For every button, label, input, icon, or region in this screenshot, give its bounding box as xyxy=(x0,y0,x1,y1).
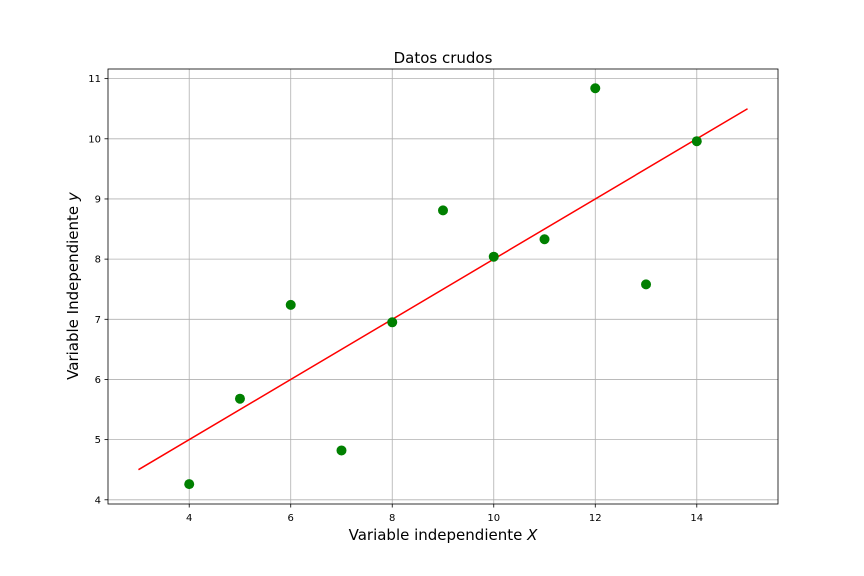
scatter-point xyxy=(387,317,398,328)
scatter-point xyxy=(285,299,296,310)
scatter-point xyxy=(641,279,652,290)
x-tick-label: 8 xyxy=(389,513,395,524)
y-tick-label: 8 xyxy=(95,255,101,266)
scatter-point xyxy=(590,83,601,94)
scatter-point xyxy=(539,234,550,245)
y-tick-label: 7 xyxy=(95,315,101,326)
scatter-point xyxy=(438,205,448,216)
x-tick-label: 12 xyxy=(589,513,602,524)
chart-title: Datos crudos xyxy=(394,49,493,67)
x-tick-label: 4 xyxy=(186,513,192,524)
x-tick-label: 6 xyxy=(288,513,294,524)
x-tick-label: 10 xyxy=(487,513,500,524)
y-tick-label: 4 xyxy=(95,495,101,506)
scatter-point xyxy=(336,445,347,456)
scatter-point xyxy=(234,393,245,404)
y-tick-label: 9 xyxy=(95,194,101,205)
grid xyxy=(108,69,778,504)
x-axis: 4 6 8 10 12 14 xyxy=(186,504,703,524)
regression-line xyxy=(138,108,748,471)
x-axis-label: Variable independiente X xyxy=(349,526,539,544)
y-axis: 4 5 6 7 8 9 10 11 xyxy=(88,74,108,506)
x-tick-label: 14 xyxy=(690,513,703,524)
scatter-point xyxy=(488,251,499,262)
y-tick-label: 10 xyxy=(88,134,101,145)
y-axis-label: Variable Independiente y xyxy=(64,191,82,380)
y-tick-label: 11 xyxy=(88,74,101,85)
plot-frame xyxy=(107,68,779,505)
scatter-point xyxy=(691,136,702,147)
plot-series xyxy=(138,83,748,490)
y-tick-label: 6 xyxy=(95,375,101,386)
y-tick-label: 5 xyxy=(95,435,101,446)
scatter-point xyxy=(184,479,195,490)
